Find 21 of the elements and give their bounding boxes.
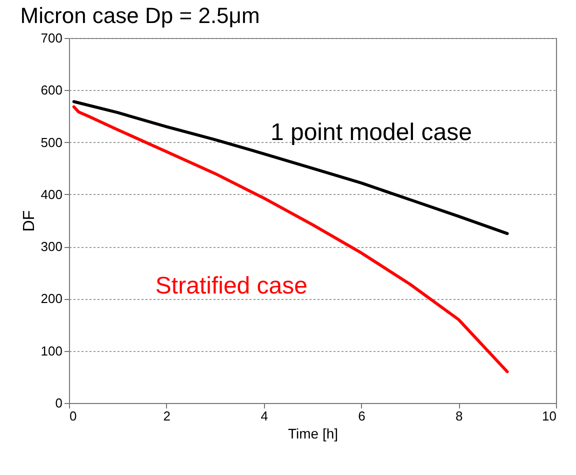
y-tick-label: 700 — [40, 30, 62, 46]
y-tick-label: 100 — [40, 343, 62, 358]
y-tick-label: 400 — [40, 186, 62, 202]
line-series — [72, 105, 509, 374]
y-axis-title: DF — [20, 210, 38, 232]
y-tick-label: 0 — [55, 396, 62, 410]
series-label: 1 point model case — [270, 118, 472, 146]
x-axis-title: Time [h] — [288, 426, 338, 442]
x-tick-label: 8 — [455, 408, 463, 424]
y-tick-label: 500 — [40, 134, 62, 150]
y-tick-label: 300 — [40, 239, 62, 254]
x-tick-label: 6 — [358, 408, 366, 424]
x-tick-label: 10 — [542, 408, 556, 424]
x-tick-label: 2 — [163, 408, 171, 424]
y-tick-label: 600 — [40, 82, 62, 98]
y-tick-label: 200 — [40, 291, 62, 306]
series-label: Stratified case — [155, 272, 308, 300]
x-tick-label: 0 — [70, 408, 77, 424]
chart-title: Micron case Dp = 2.5μm — [20, 3, 260, 28]
line-series — [72, 100, 509, 236]
x-tick-label: 4 — [260, 408, 268, 424]
